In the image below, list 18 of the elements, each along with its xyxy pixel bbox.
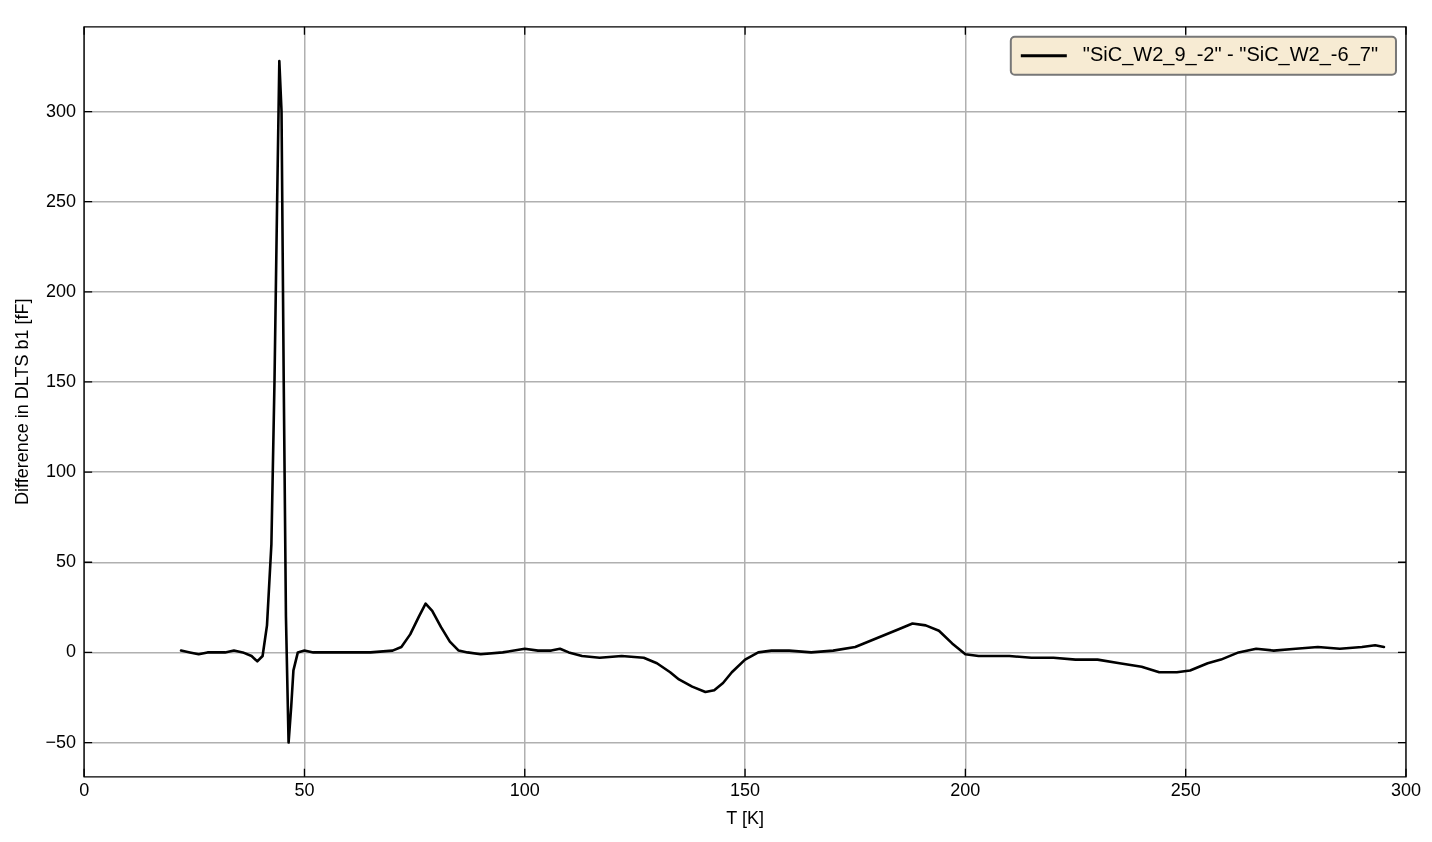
x-tick-label: 0	[79, 779, 90, 800]
y-tick-label: 300	[46, 100, 77, 121]
y-tick-label: −50	[45, 731, 77, 752]
y-axis-title: Difference in DLTS b1 [fF]	[11, 298, 32, 506]
x-tick-label: 150	[730, 779, 761, 800]
y-tick-label: 50	[56, 551, 77, 572]
y-tick-label: 0	[66, 641, 77, 662]
y-tick-label: 150	[46, 370, 77, 391]
legend-label: "SiC_W2_9_-2" - "SiC_W2_-6_7"	[1082, 43, 1378, 67]
y-tick-label: 200	[46, 280, 77, 301]
x-tick-label: 50	[294, 779, 315, 800]
y-tick-label: 100	[46, 461, 77, 482]
y-tick-label: 250	[46, 190, 77, 211]
x-tick-label: 300	[1390, 779, 1422, 800]
x-tick-label: 250	[1170, 779, 1201, 800]
x-tick-label: 100	[509, 779, 540, 800]
x-axis-title: T [K]	[726, 808, 764, 829]
x-tick-label: 200	[950, 779, 981, 800]
